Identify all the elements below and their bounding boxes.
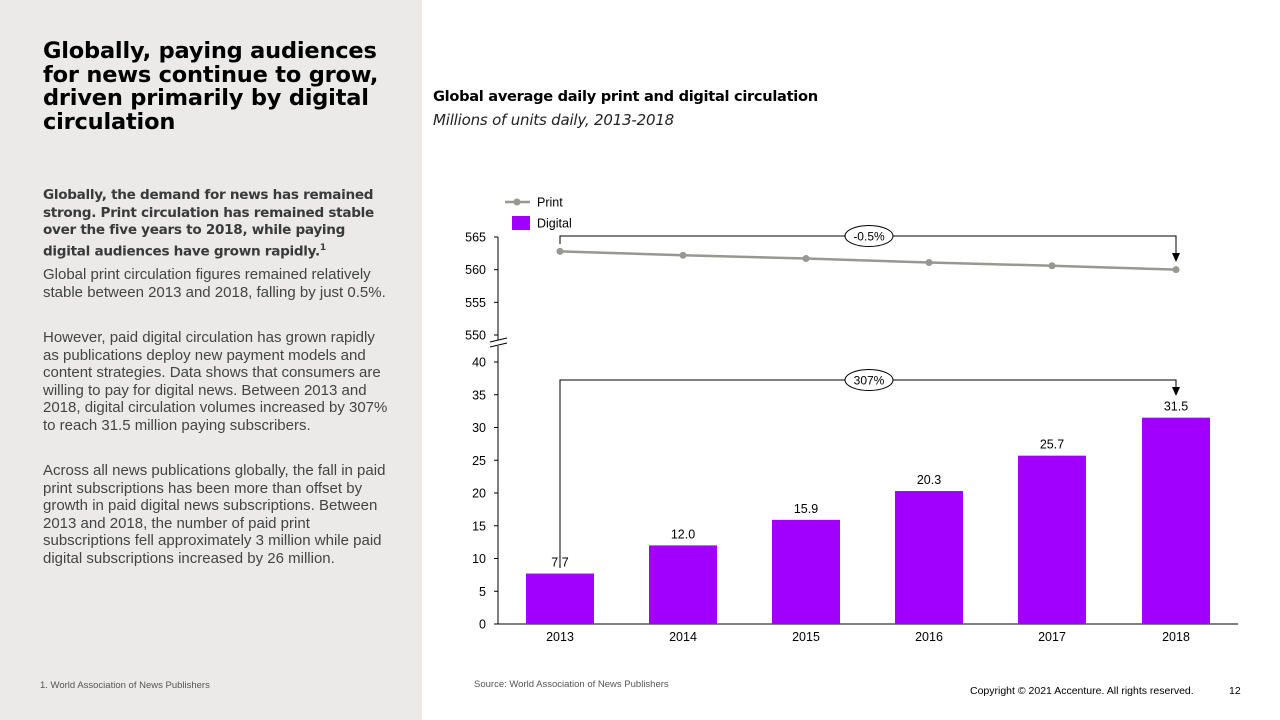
y-tick-label: 40 bbox=[472, 356, 486, 370]
y-tick-label: 550 bbox=[465, 329, 486, 343]
body-paragraph-digital: However, paid digital circulation has gr… bbox=[43, 329, 388, 434]
y-tick-label: 25 bbox=[472, 454, 486, 468]
legend-digital-label: Digital bbox=[537, 217, 572, 231]
y-tick-label: 0 bbox=[479, 618, 486, 632]
x-tick-label: 2017 bbox=[1038, 630, 1066, 644]
print-data-point bbox=[925, 258, 933, 266]
digital-change-annotation-label: 307% bbox=[854, 374, 885, 388]
digital-change-annotation-bubble bbox=[844, 369, 894, 391]
y-tick-label: 10 bbox=[472, 552, 486, 566]
print-data-point bbox=[1172, 266, 1180, 274]
x-tick-label: 2016 bbox=[915, 630, 943, 644]
axis-break-mark bbox=[489, 337, 508, 343]
bar-data-label: 12.0 bbox=[671, 527, 695, 541]
print-data-point bbox=[1048, 262, 1056, 270]
digital-bar bbox=[1142, 417, 1210, 624]
digital-bar bbox=[895, 491, 963, 624]
print-change-annotation-label: -0.5% bbox=[853, 230, 885, 244]
footnote: 1. World Association of News Publishers bbox=[40, 680, 210, 691]
print-change-annotation-bubble bbox=[844, 225, 894, 247]
x-tick-label: 2018 bbox=[1162, 630, 1190, 644]
digital-bar bbox=[526, 573, 594, 624]
y-tick-label: 560 bbox=[465, 263, 486, 277]
y-tick-label: 555 bbox=[465, 296, 486, 310]
bar-data-label: 31.5 bbox=[1164, 400, 1188, 414]
print-series-line bbox=[559, 250, 1177, 271]
lead-text: Globally, the demand for news has remain… bbox=[43, 187, 374, 260]
print-data-point bbox=[802, 255, 810, 263]
left-panel bbox=[0, 0, 422, 720]
bar-data-label: 15.9 bbox=[794, 502, 818, 516]
legend-print-marker bbox=[513, 198, 521, 206]
bar-data-label: 25.7 bbox=[1040, 438, 1064, 452]
body-paragraph-offset: Across all news publications globally, t… bbox=[43, 462, 386, 567]
print-data-point bbox=[679, 251, 687, 259]
y-tick-label: 35 bbox=[472, 388, 486, 402]
x-tick-label: 2014 bbox=[669, 630, 697, 644]
y-tick-label: 30 bbox=[472, 421, 486, 435]
legend-digital-swatch bbox=[512, 216, 530, 230]
axis-break-mark bbox=[489, 342, 508, 348]
y-tick-label: 15 bbox=[472, 519, 486, 533]
y-tick-label: 5 bbox=[479, 585, 486, 599]
bar-data-label: 20.3 bbox=[917, 473, 941, 487]
source-note: Source: World Association of News Publis… bbox=[474, 679, 669, 690]
x-tick-label: 2013 bbox=[546, 630, 574, 644]
digital-change-annotation-arrowhead bbox=[1172, 387, 1180, 396]
print-data-point bbox=[556, 247, 564, 255]
x-tick-label: 2015 bbox=[792, 630, 820, 644]
body-paragraph-print: Global print circulation figures remaine… bbox=[43, 266, 386, 301]
page-number: 12 bbox=[1229, 685, 1241, 697]
print-change-annotation-arrowhead bbox=[1172, 253, 1180, 262]
chart-subtitle: Millions of units daily, 2013-2018 bbox=[433, 111, 675, 129]
digital-bar bbox=[772, 519, 840, 624]
digital-bar bbox=[1018, 455, 1086, 624]
legend-print-label: Print bbox=[537, 196, 563, 210]
copyright: Copyright © 2021 Accenture. All rights r… bbox=[970, 685, 1194, 697]
lead-footnote-ref: 1 bbox=[319, 242, 326, 253]
y-tick-label: 565 bbox=[465, 231, 486, 245]
lead-paragraph: Globally, the demand for news has remain… bbox=[43, 187, 393, 261]
digital-bar bbox=[649, 545, 717, 624]
y-tick-label: 20 bbox=[472, 487, 486, 501]
headline: Globally, paying audiences for news cont… bbox=[43, 38, 379, 135]
chart-title: Global average daily print and digital c… bbox=[433, 88, 818, 105]
